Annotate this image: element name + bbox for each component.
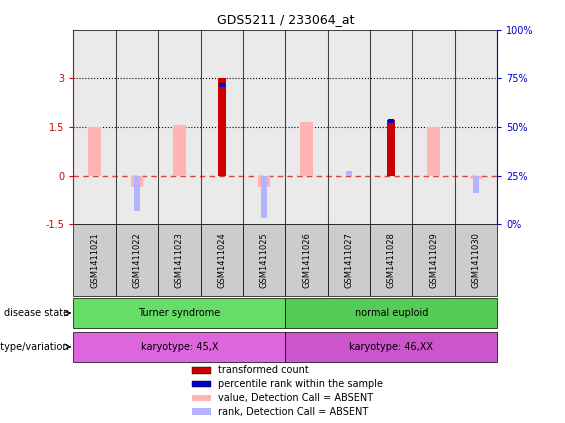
Bar bbox=[73, 298, 285, 328]
Text: value, Detection Call = ABSENT: value, Detection Call = ABSENT bbox=[218, 393, 373, 403]
Bar bbox=[412, 224, 455, 296]
Text: normal euploid: normal euploid bbox=[355, 308, 428, 318]
Bar bbox=[328, 224, 370, 296]
Text: GSM1411023: GSM1411023 bbox=[175, 232, 184, 288]
Bar bbox=[285, 332, 497, 362]
Text: GSM1411025: GSM1411025 bbox=[260, 232, 268, 288]
Text: genotype/variation: genotype/variation bbox=[0, 342, 69, 352]
Bar bbox=[116, 224, 158, 296]
Bar bbox=[173, 125, 186, 176]
Bar bbox=[73, 224, 116, 296]
Text: GSM1411029: GSM1411029 bbox=[429, 232, 438, 288]
Bar bbox=[285, 224, 328, 296]
Bar bbox=[192, 408, 211, 415]
Text: Turner syndrome: Turner syndrome bbox=[138, 308, 220, 318]
Bar bbox=[388, 119, 394, 123]
Text: percentile rank within the sample: percentile rank within the sample bbox=[218, 379, 383, 389]
Bar bbox=[470, 176, 483, 179]
Bar bbox=[192, 395, 211, 401]
Bar bbox=[473, 176, 479, 193]
Bar bbox=[285, 298, 497, 328]
Bar bbox=[285, 30, 328, 224]
Bar bbox=[158, 224, 201, 296]
Bar bbox=[116, 30, 158, 224]
Text: GSM1411030: GSM1411030 bbox=[472, 232, 480, 288]
Text: transformed count: transformed count bbox=[218, 365, 308, 375]
Bar bbox=[218, 78, 225, 176]
Bar bbox=[412, 30, 455, 224]
Bar bbox=[455, 30, 497, 224]
Bar bbox=[258, 176, 271, 187]
Text: GSM1411024: GSM1411024 bbox=[218, 232, 226, 288]
Bar bbox=[243, 30, 285, 224]
Bar bbox=[427, 127, 440, 176]
Bar bbox=[370, 30, 412, 224]
Text: GSM1411028: GSM1411028 bbox=[387, 232, 396, 288]
Bar bbox=[131, 176, 144, 187]
Bar bbox=[243, 224, 285, 296]
Bar bbox=[455, 224, 497, 296]
Text: GSM1411021: GSM1411021 bbox=[90, 232, 99, 288]
Bar bbox=[388, 121, 395, 176]
Text: rank, Detection Call = ABSENT: rank, Detection Call = ABSENT bbox=[218, 407, 368, 417]
Bar bbox=[73, 332, 285, 362]
Text: GSM1411027: GSM1411027 bbox=[345, 232, 353, 288]
Title: GDS5211 / 233064_at: GDS5211 / 233064_at bbox=[216, 13, 354, 26]
Bar bbox=[346, 171, 352, 176]
Bar bbox=[192, 381, 211, 387]
Bar bbox=[300, 122, 313, 176]
Text: disease state: disease state bbox=[4, 308, 69, 318]
Bar bbox=[370, 224, 412, 296]
Bar bbox=[201, 224, 243, 296]
Text: karyotype: 46,XX: karyotype: 46,XX bbox=[349, 342, 433, 352]
Bar bbox=[158, 30, 201, 224]
Bar bbox=[261, 176, 267, 218]
Bar bbox=[201, 30, 243, 224]
Bar bbox=[88, 127, 101, 176]
Bar bbox=[219, 83, 225, 87]
Bar bbox=[192, 367, 211, 374]
Text: karyotype: 45,X: karyotype: 45,X bbox=[141, 342, 218, 352]
Bar bbox=[134, 176, 140, 211]
Text: GSM1411026: GSM1411026 bbox=[302, 232, 311, 288]
Text: GSM1411022: GSM1411022 bbox=[133, 232, 141, 288]
Bar bbox=[73, 30, 116, 224]
Bar bbox=[328, 30, 370, 224]
